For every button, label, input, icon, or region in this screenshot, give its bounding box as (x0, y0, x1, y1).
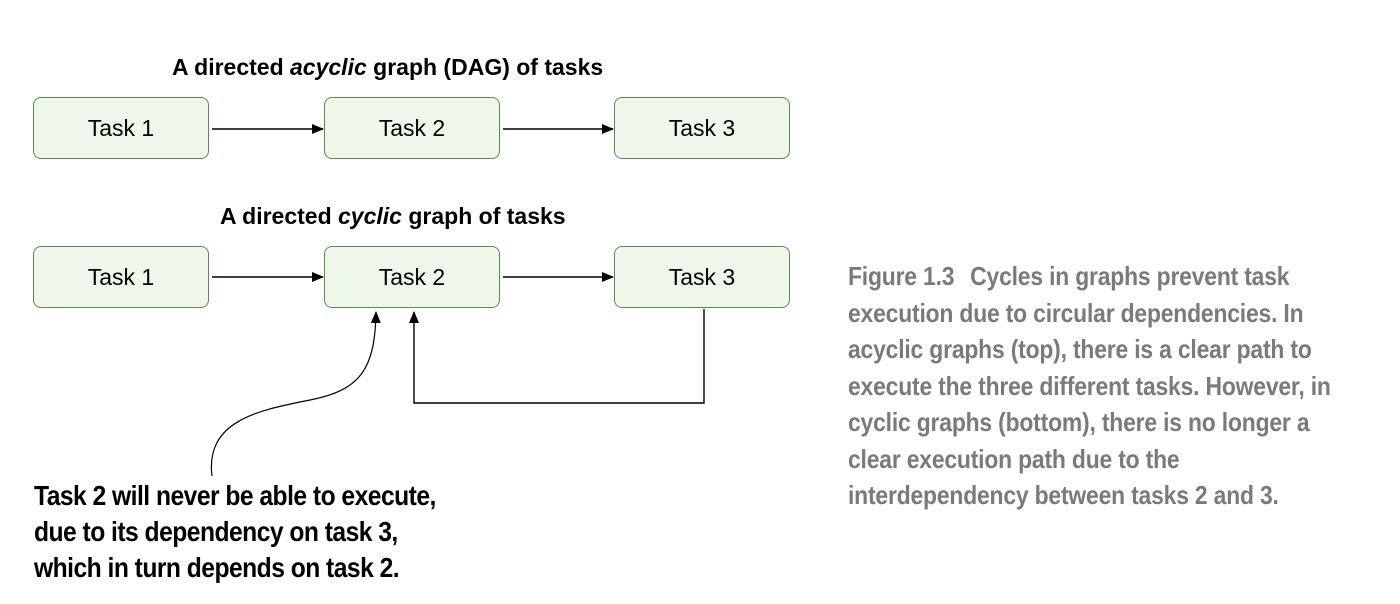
annotation-line-1: Task 2 will never be able to execute, (34, 480, 436, 511)
cyclic-task-3: Task 3 (614, 246, 790, 308)
cyclic-arrow-3-to-2 (409, 309, 705, 404)
dag-task-2-label: Task 2 (378, 114, 446, 141)
annotation-line-3: which in turn depends on task 2. (34, 552, 400, 583)
cyclic-task-1-label: Task 1 (87, 263, 155, 290)
figure-label: Figure 1.3 (848, 261, 955, 291)
figure-caption: Figure 1.3 Cycles in graphs prevent task … (848, 258, 1341, 514)
dag-task-3-label: Task 3 (668, 114, 736, 141)
cyclic-task-2: Task 2 (324, 246, 500, 308)
callout-curve (210, 311, 381, 477)
cyclic-title-emphasis: cyclic (338, 203, 402, 229)
annotation-line-2: due to its dependency on task 3, (34, 516, 398, 547)
dag-task-3: Task 3 (614, 97, 790, 159)
cyclic-task-1: Task 1 (33, 246, 209, 308)
dag-task-1: Task 1 (33, 97, 209, 159)
dag-title-emphasis: acyclic (290, 54, 367, 80)
cyclic-title: A directed cyclic graph of tasks (220, 203, 566, 230)
cyclic-task-2-label: Task 2 (378, 263, 446, 290)
caption-text: Cycles in graphs prevent task execution … (848, 261, 1331, 510)
cyclic-title-pre: A directed (220, 203, 339, 229)
cycle-annotation: Task 2 will never be able to execute, du… (34, 478, 436, 586)
dag-title-pre: A directed (172, 54, 291, 80)
cyclic-title-post: graph of tasks (401, 203, 566, 229)
dag-task-1-label: Task 1 (87, 114, 155, 141)
cyclic-task-3-label: Task 3 (668, 263, 736, 290)
dag-task-2: Task 2 (324, 97, 500, 159)
dag-title: A directed acyclic graph (DAG) of tasks (172, 54, 603, 81)
dag-title-post: graph (DAG) of tasks (366, 54, 604, 80)
